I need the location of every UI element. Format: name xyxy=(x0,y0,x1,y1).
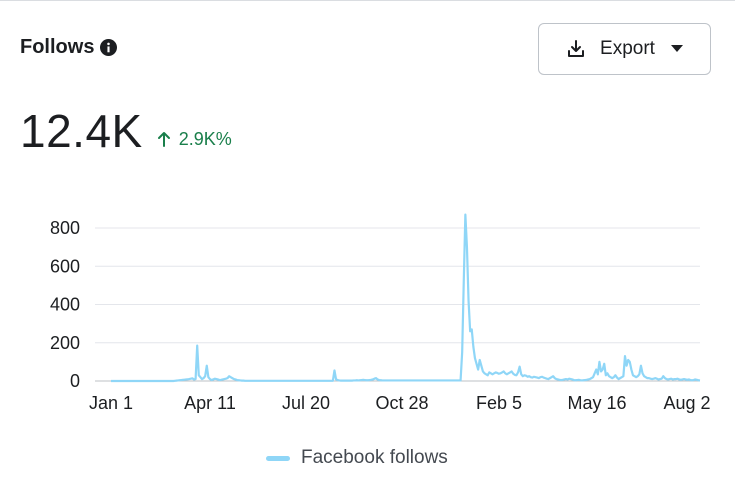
x-tick-label: Aug 2 xyxy=(663,393,710,413)
y-tick-label: 0 xyxy=(70,371,80,391)
x-tick-label: Jan 1 xyxy=(89,393,133,413)
series-line-facebook-follows xyxy=(111,213,701,383)
metric-summary: 12.4K 2.9K% xyxy=(20,104,232,158)
metric-change-value: 2.9K% xyxy=(178,128,232,149)
x-tick-label: Oct 28 xyxy=(375,393,428,413)
y-axis-ticks: 0 200 400 600 800 xyxy=(50,218,80,391)
follows-line-chart: 0 200 400 600 800 Jan 1 Apr 11 Jul 20 Oct 28 Feb… xyxy=(50,213,711,413)
export-button-label: Export xyxy=(600,38,655,59)
export-button[interactable]: Export xyxy=(538,23,711,75)
x-tick-label: Jul 20 xyxy=(282,393,330,413)
y-tick-label: 800 xyxy=(50,218,80,238)
y-tick-label: 400 xyxy=(50,295,80,315)
x-tick-label: May 16 xyxy=(567,393,626,413)
arrow-up-icon xyxy=(157,132,170,147)
x-tick-label: Apr 11 xyxy=(184,393,236,413)
y-tick-label: 600 xyxy=(50,256,80,276)
x-axis-ticks: Jan 1 Apr 11 Jul 20 Oct 28 Feb 5 May 16 Aug 2 xyxy=(89,393,711,413)
y-tick-label: 200 xyxy=(50,333,80,353)
x-tick-label: Feb 5 xyxy=(476,393,522,413)
card-header: Follows xyxy=(20,36,118,59)
download-icon xyxy=(568,40,585,57)
metric-value: 12.4K xyxy=(20,105,143,157)
chart-legend: Facebook follows xyxy=(266,447,448,469)
card-title: Follows xyxy=(20,36,95,58)
info-icon[interactable] xyxy=(100,39,118,56)
caret-down-icon xyxy=(670,45,683,52)
legend-label: Facebook follows xyxy=(301,447,448,468)
chart-grid xyxy=(95,227,700,382)
legend-swatch xyxy=(266,455,290,461)
metric-change: 2.9K% xyxy=(157,129,232,150)
card-top-border xyxy=(0,0,735,1)
